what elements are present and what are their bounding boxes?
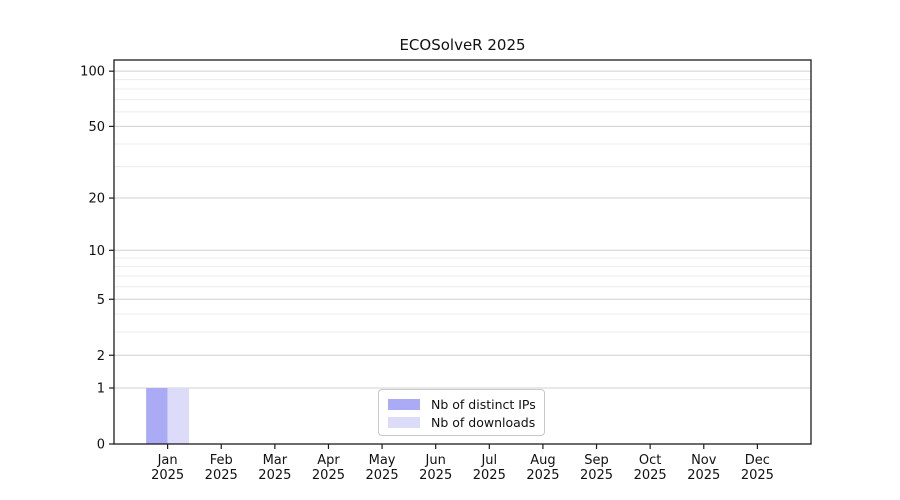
x-axis-tick-label-month: Jul bbox=[480, 453, 497, 468]
y-axis-tick-label: 5 bbox=[97, 293, 105, 308]
legend-swatch-distinct-ips bbox=[388, 398, 420, 410]
x-axis-tick-label-month: Nov bbox=[691, 453, 717, 468]
x-axis-tick-label-year: 2025 bbox=[687, 468, 720, 483]
x-axis-tick-label-year: 2025 bbox=[366, 468, 399, 483]
x-axis-tick-label-month: Jun bbox=[425, 453, 446, 468]
y-axis-tick-label: 50 bbox=[88, 120, 105, 135]
x-axis-tick-label-month: Oct bbox=[639, 453, 661, 468]
y-axis-tick-label: 2 bbox=[97, 349, 105, 364]
x-axis-tick-label-year: 2025 bbox=[258, 468, 291, 483]
x-axis-tick-label-month: Sep bbox=[584, 453, 609, 468]
x-axis-tick-label-year: 2025 bbox=[473, 468, 506, 483]
x-axis-tick-label-month: Apr bbox=[317, 453, 340, 468]
x-axis-tick-label-year: 2025 bbox=[312, 468, 345, 483]
legend-row-distinct-ips: Nb of distinct IPs bbox=[388, 396, 536, 412]
y-axis-tick-label: 20 bbox=[88, 192, 105, 207]
bar-downloads bbox=[167, 388, 190, 444]
x-axis-tick-label-year: 2025 bbox=[526, 468, 559, 483]
x-axis-tick-label-month: Mar bbox=[263, 453, 288, 468]
legend-swatch-downloads bbox=[388, 416, 420, 428]
x-axis-tick-label-month: Dec bbox=[745, 453, 770, 468]
x-axis-tick-label-month: Aug bbox=[530, 453, 555, 468]
y-axis-tick-label: 1 bbox=[97, 382, 105, 397]
chart-title: ECOSolveR 2025 bbox=[399, 36, 526, 54]
x-axis-tick-label-year: 2025 bbox=[580, 468, 613, 483]
legend-label-downloads: Nb of downloads bbox=[431, 414, 536, 430]
y-axis-tick-label: 10 bbox=[88, 244, 105, 259]
x-axis-tick-label-year: 2025 bbox=[741, 468, 774, 483]
bar-distinct-ips bbox=[146, 388, 168, 444]
y-axis-tick-label: 0 bbox=[97, 438, 105, 453]
y-axis-tick-label: 100 bbox=[80, 65, 105, 80]
chart-legend: Nb of distinct IPs Nb of downloads bbox=[378, 389, 545, 436]
x-axis-tick-label-month: Feb bbox=[210, 453, 233, 468]
legend-label-distinct-ips: Nb of distinct IPs bbox=[431, 396, 536, 412]
x-axis-tick-label-year: 2025 bbox=[151, 468, 184, 483]
legend-row-downloads: Nb of downloads bbox=[388, 414, 535, 430]
x-axis-tick-label-year: 2025 bbox=[205, 468, 238, 483]
plot-frame bbox=[113, 59, 812, 445]
x-axis-tick-label-month: May bbox=[369, 453, 396, 468]
x-axis-tick-label-year: 2025 bbox=[419, 468, 452, 483]
x-axis-tick-label-year: 2025 bbox=[634, 468, 667, 483]
x-axis-tick-label-month: Jan bbox=[157, 453, 178, 468]
